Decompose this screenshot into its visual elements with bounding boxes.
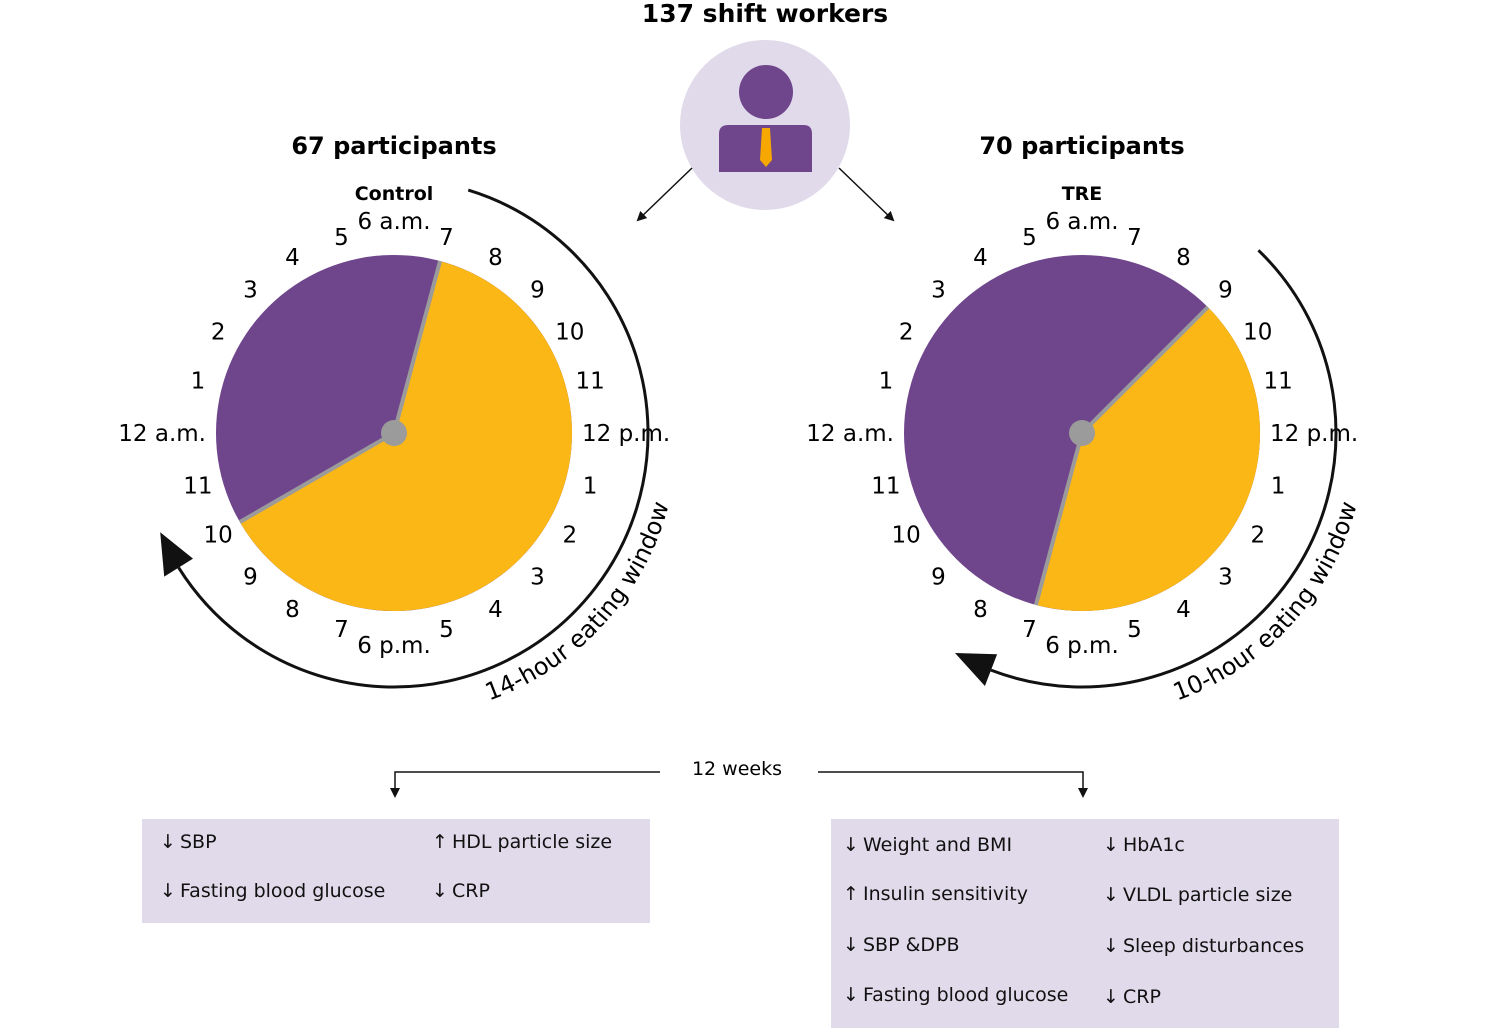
hour-label: 7 <box>439 225 454 251</box>
hour-label: 1 <box>191 369 206 395</box>
control-window-arrowhead <box>160 532 193 577</box>
hour-label: 6 p.m. <box>1045 633 1119 659</box>
tre-clock-hub <box>1069 420 1095 446</box>
control-start-divider <box>392 260 443 434</box>
hour-label: 5 <box>1127 617 1142 643</box>
tre-outcome: ↓ CRP <box>1103 986 1161 1008</box>
tre-window-arc <box>990 249 1338 689</box>
hour-label: 3 <box>243 278 258 304</box>
hour-label: 6 a.m. <box>1045 209 1118 235</box>
hour-label: 4 <box>1176 597 1191 623</box>
hour-label: 9 <box>243 565 258 591</box>
hour-label: 9 <box>530 278 545 304</box>
hour-label: 4 <box>285 245 300 271</box>
split-arrow-control <box>636 167 693 222</box>
hour-label: 11 <box>871 474 900 500</box>
person-icon <box>680 40 850 210</box>
hour-label: 10 <box>1243 320 1272 346</box>
hour-label: 3 <box>1218 565 1233 591</box>
hour-label: 10 <box>892 523 921 549</box>
hour-label: 6 p.m. <box>357 633 431 659</box>
hour-label: 3 <box>530 565 545 591</box>
hour-label: 2 <box>562 523 577 549</box>
control-window-arc <box>177 188 650 689</box>
tre-outcome: ↓ VLDL particle size <box>1103 884 1293 906</box>
tre-outcome: ↓ Weight and BMI <box>843 834 1013 856</box>
tre-participants: 70 participants <box>979 132 1184 160</box>
control-outcome: ↓ CRP <box>432 880 490 902</box>
hour-label: 11 <box>183 474 212 500</box>
hour-label: 1 <box>583 474 598 500</box>
duration-connector <box>390 771 1088 798</box>
tre-outcome: ↓ SBP &DPB <box>843 934 960 956</box>
hour-label: 2 <box>899 320 914 346</box>
hour-label: 7 <box>1022 617 1037 643</box>
hour-label: 2 <box>1250 523 1265 549</box>
hour-label: 8 <box>973 597 988 623</box>
hour-label: 10 <box>555 320 584 346</box>
tre-outcome: ↓ Sleep disturbances <box>1103 935 1305 957</box>
hour-label: 5 <box>439 617 454 643</box>
hour-label: 5 <box>1022 225 1037 251</box>
control-outcome: ↓ Fasting blood glucose <box>160 880 386 902</box>
tre-outcomes-box: ↓ Weight and BMI ↓ HbA1c ↑ Insulin sensitiv… <box>831 819 1339 1028</box>
hour-label: 6 a.m. <box>357 209 430 235</box>
tre-outcome: ↑ Insulin sensitivity <box>843 883 1028 905</box>
hour-label: 12 a.m. <box>806 421 894 447</box>
hour-label: 11 <box>575 369 604 395</box>
control-end-divider <box>238 431 395 524</box>
hour-label: 8 <box>1176 245 1191 271</box>
hour-label: 3 <box>931 278 946 304</box>
hour-label: 1 <box>879 369 894 395</box>
split-arrow-tre <box>838 167 895 222</box>
tre-start-divider <box>1080 305 1210 435</box>
page-title: 137 shift workers <box>642 0 888 28</box>
hour-label: 5 <box>334 225 349 251</box>
tre-window-arrowhead <box>955 653 998 686</box>
control-outcome: ↑ HDL particle size <box>432 831 613 853</box>
control-label: Control <box>355 183 434 205</box>
hour-label: 1 <box>1271 474 1286 500</box>
hour-label: 12 a.m. <box>118 421 206 447</box>
hour-label: 7 <box>1127 225 1142 251</box>
hour-label: 8 <box>488 245 503 271</box>
hour-label: 9 <box>1218 278 1233 304</box>
tre-label: TRE <box>1062 183 1103 205</box>
control-clock-hub <box>381 420 407 446</box>
hour-label: 10 <box>204 523 233 549</box>
hour-label: 12 p.m. <box>582 421 670 447</box>
hour-label: 4 <box>488 597 503 623</box>
control-participants: 67 participants <box>291 132 496 160</box>
hour-label: 11 <box>1263 369 1292 395</box>
hour-label: 2 <box>211 320 226 346</box>
control-outcomes-box: ↓ SBP ↑ HDL particle size ↓ Fasting blood g… <box>142 819 650 923</box>
hour-label: 9 <box>931 565 946 591</box>
duration-label: 12 weeks <box>692 758 782 780</box>
tre-outcome: ↓ HbA1c <box>1103 834 1185 856</box>
hour-label: 12 p.m. <box>1270 421 1358 447</box>
tre-outcome: ↓ Fasting blood glucose <box>843 984 1069 1006</box>
hour-label: 4 <box>973 245 988 271</box>
hour-label: 7 <box>334 617 349 643</box>
tre-eating-sector <box>1035 307 1261 611</box>
hour-label: 8 <box>285 597 300 623</box>
tre-end-divider <box>1033 432 1084 606</box>
control-outcome: ↓ SBP <box>160 831 217 853</box>
